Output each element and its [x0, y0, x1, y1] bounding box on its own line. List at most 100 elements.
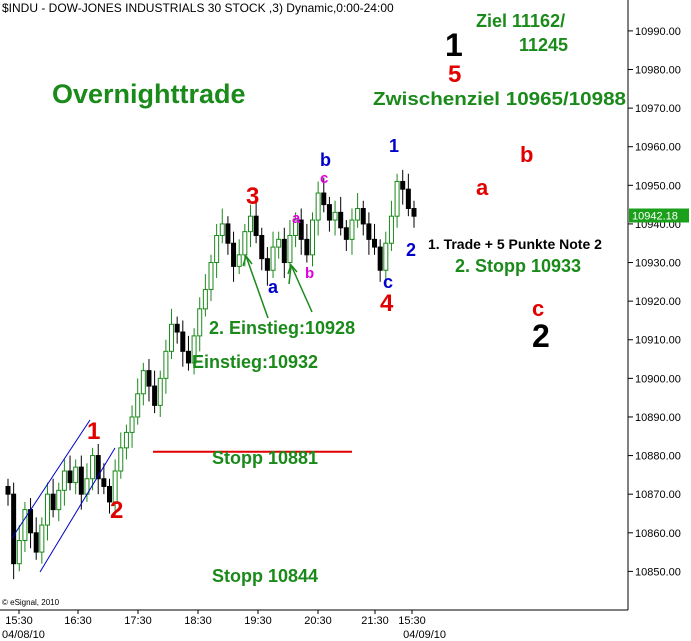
y-tick-label: 10960.00 [635, 142, 681, 154]
wave-label-red-1: 1 [87, 418, 100, 445]
candle-body [73, 466, 79, 484]
candle-body [236, 254, 242, 267]
wave-label-magenta-a: a [292, 210, 301, 227]
arrow-entry-1-head [242, 254, 253, 267]
candle-body [174, 323, 180, 333]
wave-label-blue-b: b [320, 150, 331, 170]
candle-body [405, 188, 411, 209]
candle-body [343, 227, 349, 240]
candle-body [129, 416, 135, 433]
annotation-stop-2: Stopp 10844 [212, 566, 318, 586]
wave-labels: 1 2 3 4 5 1 2 a b c a b c 1 2 a b c [87, 27, 550, 524]
y-tick-label: 10880.00 [635, 451, 681, 463]
x-date-label: 04/08/10 [2, 629, 45, 641]
candle-body [377, 246, 383, 271]
wave-label-black-2: 2 [532, 318, 550, 354]
y-tick-label: 10890.00 [635, 412, 681, 424]
candle-body [394, 180, 400, 217]
annotation-intermediate-target: Zwischenziel 10965/10988 [373, 89, 626, 109]
candle-body [321, 192, 327, 206]
wave-label-magenta-b: b [305, 265, 314, 282]
y-tick-label: 10860.00 [635, 528, 681, 540]
last-price-box [629, 208, 689, 223]
candle-body [61, 470, 67, 491]
annotation-entry-1: Einstieg:10932 [192, 352, 318, 372]
candle-body [383, 242, 389, 271]
x-tick-label: 15:30 [398, 615, 426, 627]
candle-body [95, 455, 101, 480]
candle-body [287, 235, 293, 264]
candles [5, 169, 417, 580]
candle-body [242, 231, 248, 256]
candle-body [214, 235, 220, 264]
candle-body [101, 478, 107, 487]
x-tick-label: 20:30 [304, 615, 332, 627]
candle-body [264, 258, 270, 271]
x-tick-label: 21:30 [361, 615, 389, 627]
x-tick-label: 18:30 [184, 615, 212, 627]
annotation-overnighttrade: Overnighttrade [52, 79, 246, 109]
annotation-stop-1: Stopp 10881 [212, 448, 318, 468]
candle-body [259, 235, 265, 260]
wave-label-red-4: 4 [380, 290, 394, 317]
candle-body [11, 493, 17, 565]
last-price-value: 10942.18 [632, 211, 678, 223]
candle-body [360, 207, 366, 225]
candle-body [253, 215, 259, 237]
candle-body [67, 470, 73, 484]
chart-title: $INDU - DOW-JONES INDUSTRIALS 30 STOCK ,… [2, 1, 394, 15]
wave-label-red-a: a [476, 175, 489, 200]
wave-label-red-c: c [532, 296, 544, 321]
candle-body [50, 493, 56, 511]
channel-line-upper [11, 419, 91, 539]
annotation-trade-note: 1. Trade + 5 Punkte Note 2 [428, 236, 602, 252]
candle-body [231, 242, 237, 267]
candle-body [298, 219, 304, 240]
candle-body [135, 393, 141, 418]
y-tick-label: 10930.00 [635, 258, 681, 270]
candle-body [366, 223, 372, 240]
candle-body [225, 223, 231, 244]
candle-body [112, 470, 118, 503]
annotation-target-1: Ziel 11162/ [476, 11, 565, 31]
candle-body [281, 238, 287, 264]
wave-label-red-b: b [520, 142, 533, 167]
copyright-text: © eSignal, 2010 [2, 598, 60, 607]
candle-body [197, 308, 203, 337]
candle-body [56, 489, 62, 511]
candle-body [107, 485, 112, 503]
candle-body [310, 219, 315, 256]
candle-body [22, 509, 28, 542]
x-tick-label: 16:30 [64, 615, 92, 627]
y-tick-label: 10990.00 [635, 26, 681, 38]
y-tick-label: 10850.00 [635, 566, 681, 578]
last-price-tag: 10942.18 [629, 208, 689, 223]
annotation-stop-3: 2. Stopp 10933 [455, 256, 581, 276]
candle-body [349, 219, 355, 240]
arrow-entry-1 [245, 255, 269, 319]
candle-body [293, 219, 299, 237]
candle-body [33, 532, 39, 553]
wave-label-blue-1: 1 [389, 136, 399, 156]
candle-body [78, 466, 84, 495]
candle-body [219, 223, 225, 237]
x-tick-label: 19:30 [244, 615, 272, 627]
annotation-entry-2: 2. Einstieg:10928 [209, 318, 355, 338]
candle-body [326, 204, 332, 221]
annotation-target-2: 11245 [519, 35, 568, 55]
candle-body [169, 323, 175, 352]
y-tick-label: 10980.00 [635, 64, 681, 76]
channel-line-lower [39, 447, 116, 573]
candle-body [39, 524, 45, 553]
candle-body [338, 211, 344, 229]
candle-body [388, 215, 394, 244]
candle-body [372, 238, 378, 248]
candle-body [247, 215, 253, 233]
candle-body [270, 246, 276, 271]
candle-body [202, 289, 208, 310]
wave-label-red-3: 3 [246, 183, 259, 210]
candle-body [208, 262, 214, 291]
arrow-entry-2b [288, 265, 292, 285]
x-axis: 15:30 16:30 17:30 18:30 19:30 20:30 21:30 15:30… [2, 610, 446, 641]
